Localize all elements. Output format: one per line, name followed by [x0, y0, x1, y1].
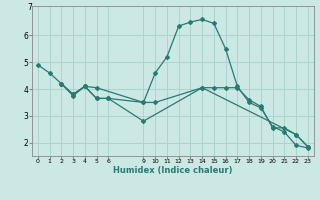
- Text: 7: 7: [27, 3, 32, 12]
- X-axis label: Humidex (Indice chaleur): Humidex (Indice chaleur): [113, 166, 233, 175]
